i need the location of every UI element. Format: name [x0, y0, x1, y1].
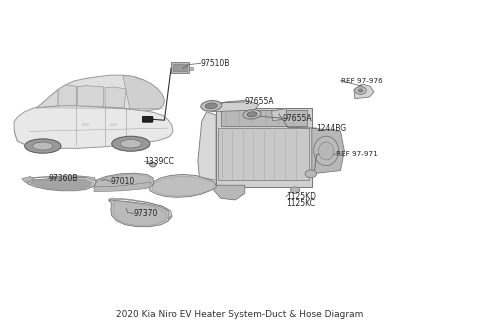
- Polygon shape: [95, 174, 151, 190]
- Polygon shape: [189, 67, 193, 70]
- Text: 2020 Kia Niro EV Heater System-Duct & Hose Diagram: 2020 Kia Niro EV Heater System-Duct & Ho…: [116, 310, 364, 319]
- Circle shape: [358, 89, 363, 92]
- FancyBboxPatch shape: [143, 116, 153, 122]
- Ellipse shape: [120, 140, 142, 148]
- Text: 1244BG: 1244BG: [317, 124, 347, 133]
- Polygon shape: [216, 109, 312, 187]
- Polygon shape: [92, 173, 154, 190]
- Polygon shape: [198, 112, 216, 180]
- Ellipse shape: [314, 136, 338, 166]
- Polygon shape: [211, 100, 259, 112]
- Polygon shape: [149, 174, 216, 197]
- Ellipse shape: [33, 142, 53, 150]
- Polygon shape: [29, 175, 95, 180]
- Ellipse shape: [319, 142, 334, 160]
- Text: REF 97-971: REF 97-971: [336, 151, 377, 157]
- Text: REF 97-976: REF 97-976: [340, 78, 382, 84]
- Polygon shape: [354, 84, 374, 99]
- Polygon shape: [94, 182, 153, 192]
- Polygon shape: [214, 185, 245, 200]
- Text: 97360B: 97360B: [48, 174, 78, 183]
- Text: 1125KC: 1125KC: [286, 199, 315, 208]
- Polygon shape: [14, 105, 173, 148]
- Polygon shape: [77, 86, 104, 107]
- Polygon shape: [30, 179, 92, 190]
- Polygon shape: [36, 90, 58, 108]
- Text: 97010: 97010: [111, 177, 135, 186]
- Text: 97370: 97370: [134, 209, 158, 218]
- Circle shape: [305, 170, 317, 178]
- Polygon shape: [108, 200, 172, 227]
- Circle shape: [355, 87, 366, 94]
- Ellipse shape: [201, 101, 222, 111]
- Ellipse shape: [243, 110, 261, 119]
- Text: 97655A: 97655A: [282, 114, 312, 123]
- Text: 1125KD: 1125KD: [286, 192, 316, 201]
- Polygon shape: [27, 177, 96, 191]
- Polygon shape: [36, 75, 164, 111]
- Polygon shape: [312, 128, 344, 174]
- Polygon shape: [218, 128, 310, 180]
- Polygon shape: [108, 198, 172, 219]
- Circle shape: [150, 162, 156, 167]
- Ellipse shape: [112, 136, 150, 151]
- Text: 97510B: 97510B: [201, 59, 230, 68]
- Text: 97655A: 97655A: [245, 97, 275, 107]
- Polygon shape: [22, 176, 34, 183]
- Polygon shape: [105, 87, 126, 108]
- Ellipse shape: [24, 139, 61, 153]
- Circle shape: [290, 187, 300, 194]
- Polygon shape: [123, 75, 164, 111]
- Ellipse shape: [247, 112, 257, 117]
- Polygon shape: [171, 62, 189, 72]
- Text: 1339CC: 1339CC: [144, 157, 174, 166]
- Ellipse shape: [205, 103, 217, 109]
- Polygon shape: [272, 109, 288, 121]
- Polygon shape: [221, 110, 307, 126]
- Polygon shape: [58, 85, 76, 106]
- Polygon shape: [173, 64, 187, 71]
- Polygon shape: [113, 201, 167, 225]
- Polygon shape: [152, 176, 217, 196]
